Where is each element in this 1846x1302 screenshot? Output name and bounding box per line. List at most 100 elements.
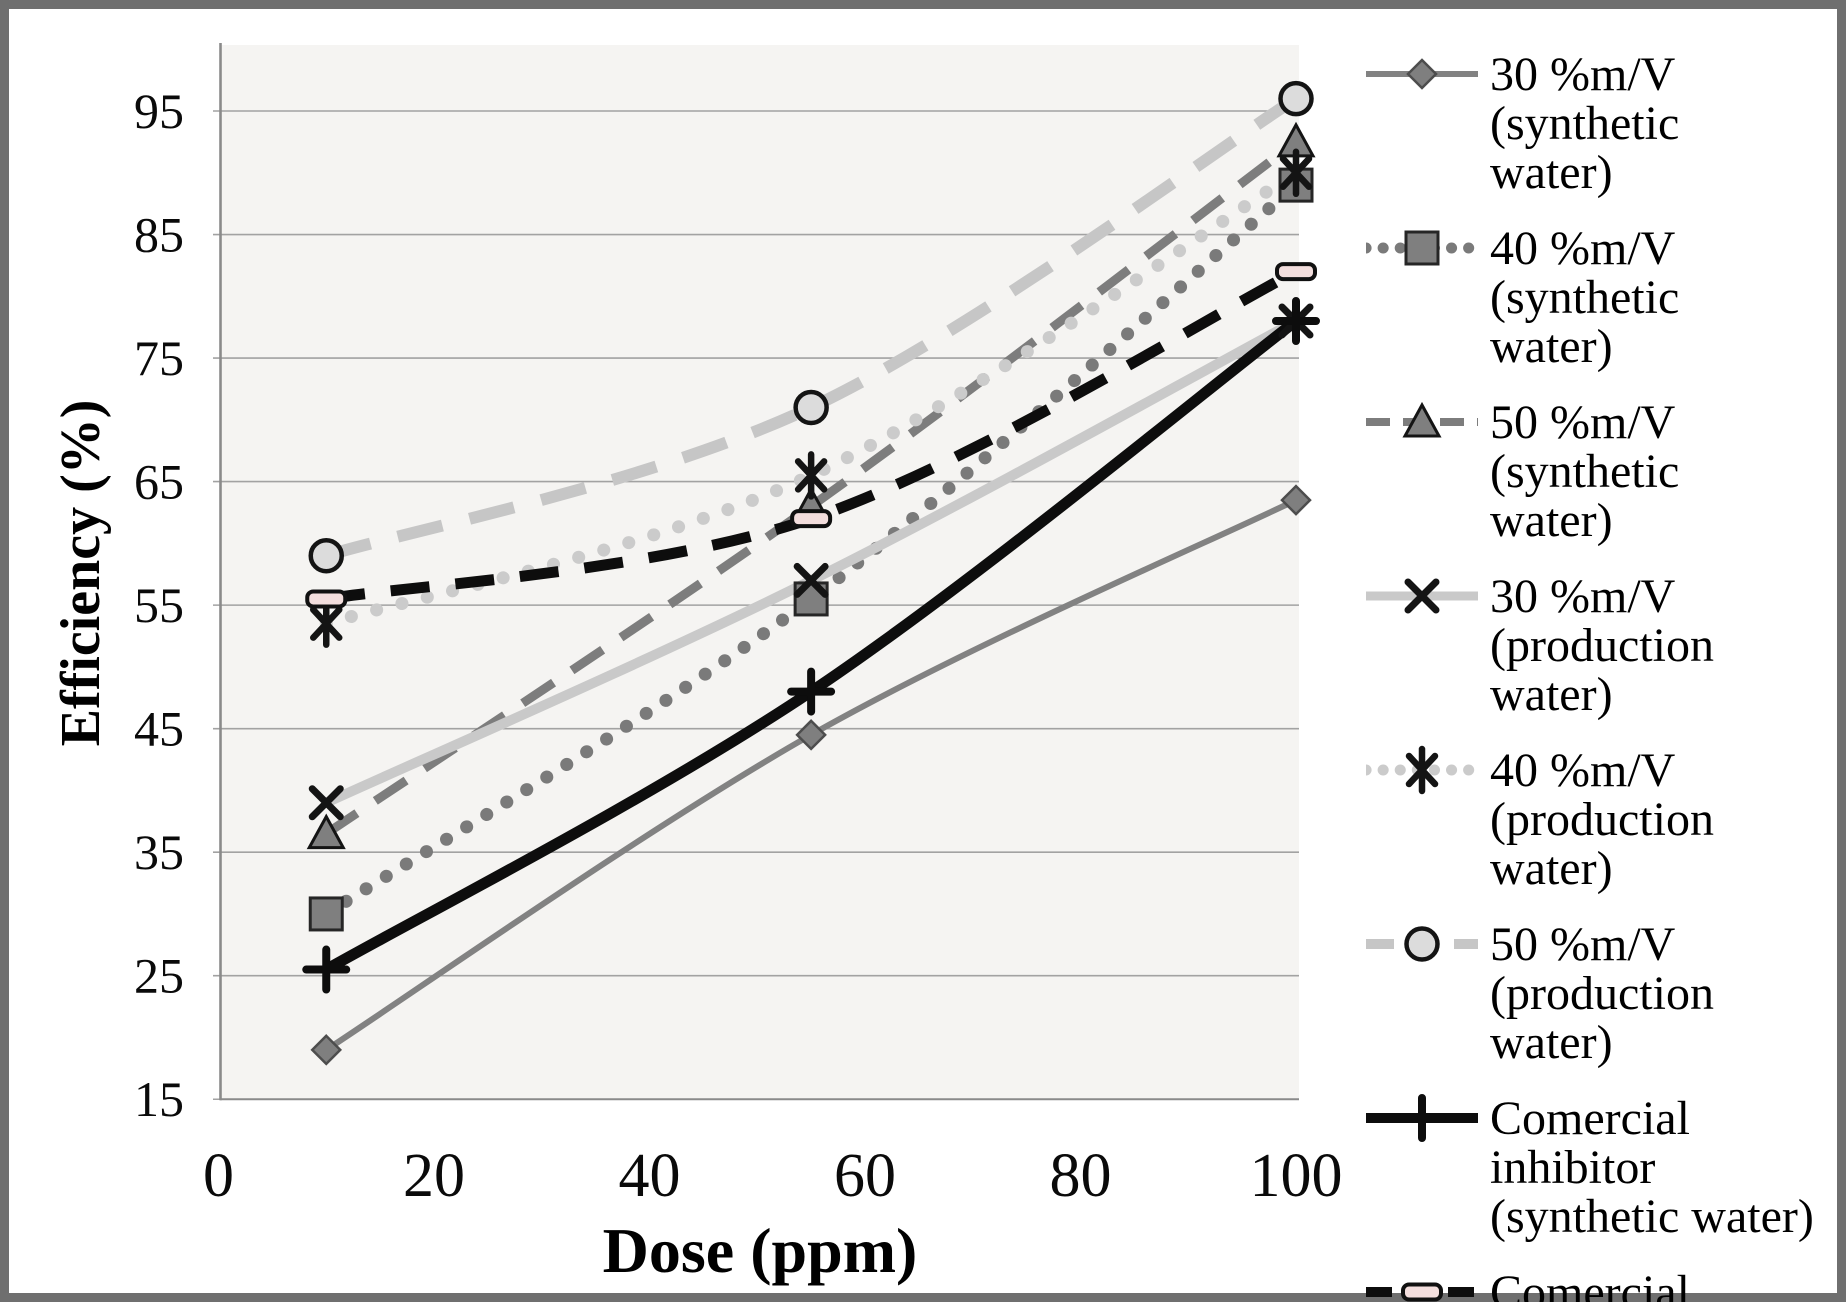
- legend-label-line: water): [1490, 320, 1613, 373]
- asterisk-shape: [1279, 148, 1313, 198]
- diamond-shape: [1406, 58, 1438, 90]
- y-tick-label: 55: [134, 577, 184, 633]
- legend-swatch-plus-icon: [1366, 1094, 1478, 1142]
- legend-label: 30 %m/V (production water): [1490, 572, 1840, 719]
- legend-label-line: 50 %m/V (synthetic: [1490, 396, 1680, 498]
- marker-x-icon: [1404, 578, 1440, 614]
- marker-plus-icon: [302, 945, 351, 994]
- legend-item-2: 50 %m/V (synthetic water): [1366, 398, 1840, 545]
- legend-label-line: 40 %m/V: [1490, 744, 1676, 797]
- circle-shape: [1278, 80, 1314, 117]
- plus-shape: [1272, 297, 1320, 346]
- dash-shape: [1401, 1282, 1443, 1302]
- legend-label: 50 %m/V (production water): [1490, 920, 1840, 1067]
- dash-shape: [1275, 262, 1317, 282]
- y-tick-label: 45: [134, 701, 184, 757]
- asterisk-shape: [1405, 745, 1439, 795]
- marker-diamond-icon: [1280, 484, 1312, 516]
- legend-item-0: 30 %m/V (synthetic water): [1366, 50, 1840, 197]
- legend-item-7: Comercial inhibitor(production water): [1366, 1268, 1840, 1302]
- legend: 30 %m/V (synthetic water) 40 %m/V (synthet…: [1366, 50, 1840, 1302]
- triangle-shape: [1402, 401, 1442, 438]
- plus-shape: [787, 667, 836, 716]
- marker-plus-icon: [787, 667, 836, 716]
- legend-swatch-triangle-icon: [1366, 401, 1478, 438]
- legend-label-line: 30 %m/V (synthetic: [1490, 48, 1680, 150]
- marker-circle-icon: [1278, 80, 1314, 117]
- x-shape: [308, 785, 344, 821]
- y-tick-label: 85: [134, 207, 184, 263]
- legend-label-line: water): [1490, 146, 1613, 199]
- legend-swatch-diamond-icon: [1366, 58, 1478, 90]
- marker-circle-icon: [308, 537, 344, 574]
- square-shape: [1404, 230, 1440, 266]
- legend-label-line: (synthetic water): [1490, 1190, 1814, 1243]
- legend-item-5: 50 %m/V (production water): [1366, 920, 1840, 1067]
- series-markers: [302, 80, 1320, 1066]
- y-tick-label: 35: [134, 824, 184, 880]
- circle-shape: [1404, 926, 1440, 962]
- asterisk-shape: [310, 599, 343, 648]
- circle-shape: [308, 537, 344, 574]
- marker-asterisk-icon: [1279, 148, 1313, 198]
- series-line-4: [319, 166, 1303, 631]
- asterisk-shape: [794, 451, 828, 500]
- marker-square-icon: [308, 896, 344, 932]
- dash-shape: [305, 589, 348, 609]
- marker-circle-icon: [1404, 926, 1440, 962]
- legend-item-4: 40 %m/V (production water): [1366, 745, 1840, 893]
- marker-diamond-icon: [795, 719, 827, 751]
- marker-asterisk-icon: [794, 451, 828, 500]
- marker-dash-icon: [790, 509, 833, 529]
- y-tick-label: 95: [134, 83, 184, 139]
- plus-shape: [1398, 1094, 1446, 1142]
- legend-item-3: 30 %m/V (production water): [1366, 572, 1840, 719]
- x-tick-label: 20: [403, 1142, 465, 1210]
- marker-asterisk-icon: [310, 599, 343, 648]
- marker-diamond-icon: [1406, 58, 1438, 90]
- legend-label-line: 50 %m/V: [1490, 918, 1676, 971]
- marker-dash-icon: [1275, 262, 1317, 282]
- marker-diamond-icon: [310, 1034, 343, 1066]
- marker-square-icon: [1404, 230, 1440, 266]
- x-tick-label: 60: [834, 1142, 896, 1210]
- marker-plus-icon: [1398, 1094, 1446, 1142]
- y-tick-label: 65: [134, 454, 184, 510]
- y-tick-label: 75: [134, 330, 184, 386]
- circle-shape: [793, 389, 829, 426]
- marker-x-icon: [308, 785, 344, 821]
- x-tick-label: 80: [1050, 1142, 1112, 1210]
- marker-triangle-icon: [1402, 401, 1442, 438]
- x-tick-label: 100: [1250, 1142, 1343, 1210]
- marker-x-icon: [793, 562, 829, 598]
- legend-swatch-dash-icon: [1366, 1282, 1478, 1302]
- legend-label-line: 30 %m/V: [1490, 570, 1676, 623]
- legend-label-line: water): [1490, 494, 1613, 547]
- legend-item-1: 40 %m/V (synthetic water): [1366, 224, 1840, 371]
- legend-label-line: (production water): [1490, 967, 1714, 1069]
- x-shape: [1404, 578, 1440, 614]
- marker-dash-icon: [1401, 1282, 1443, 1302]
- dash-shape: [790, 509, 833, 529]
- legend-swatch-asterisk-icon: [1366, 745, 1478, 795]
- y-axis-title: Efficiency (%): [50, 399, 112, 747]
- legend-label-line: Comercial inhibitor: [1490, 1092, 1690, 1194]
- legend-item-6: Comercial inhibitor (synthetic water): [1366, 1094, 1840, 1241]
- series-line-1: [319, 178, 1303, 921]
- diamond-shape: [1280, 484, 1312, 516]
- triangle-shape: [306, 813, 346, 850]
- x-axis-title: Dose (ppm): [602, 1215, 918, 1286]
- legend-swatch-square-icon: [1366, 230, 1478, 266]
- plus-shape: [302, 945, 351, 994]
- marker-dash-icon: [305, 589, 348, 609]
- legend-label-line: (production water): [1490, 793, 1714, 895]
- y-tick-label: 25: [134, 948, 184, 1004]
- marker-triangle-icon: [306, 813, 346, 850]
- legend-label-line: Comercial inhibitor: [1490, 1266, 1690, 1302]
- square-shape: [308, 896, 344, 932]
- marker-circle-icon: [793, 389, 829, 426]
- marker-asterisk-icon: [1405, 745, 1439, 795]
- legend-label: 40 %m/V (production water): [1490, 746, 1840, 893]
- marker-plus-icon: [1272, 297, 1320, 346]
